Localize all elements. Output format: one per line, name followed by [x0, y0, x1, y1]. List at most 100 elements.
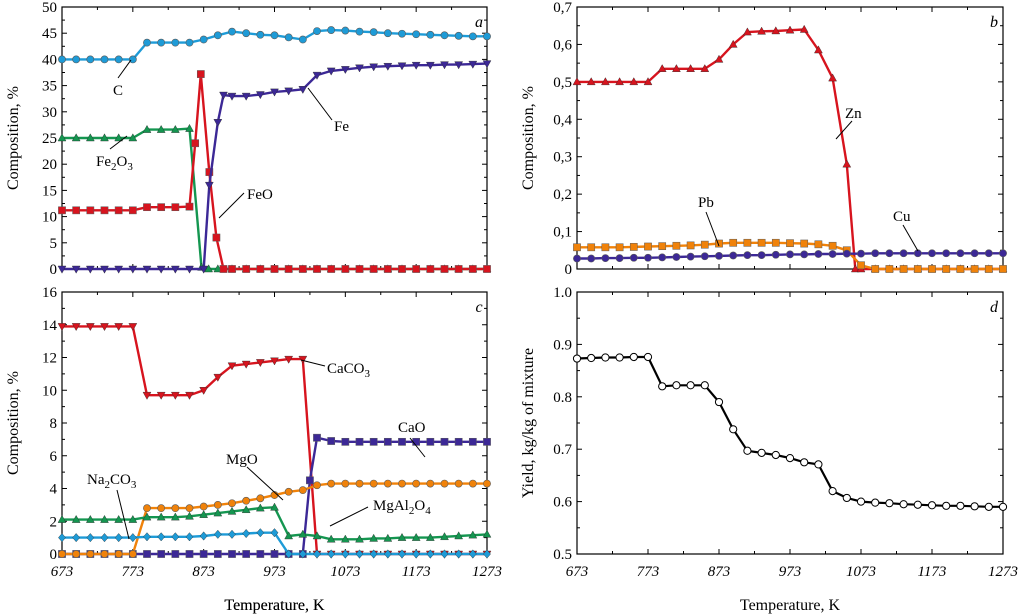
plot-frame — [576, 6, 1004, 270]
data-point-cu — [629, 253, 638, 262]
data-point-c — [242, 29, 251, 38]
data-point-yield — [785, 454, 795, 463]
data-point-mgo — [298, 486, 307, 495]
data-point-c — [398, 29, 406, 38]
x-tick-label: 1073 — [330, 564, 360, 580]
data-point-cu — [857, 249, 865, 258]
annotation-text-tail: O — [117, 154, 128, 170]
data-point-feo — [468, 265, 477, 273]
data-point-fe — [114, 265, 124, 274]
data-point-cu — [757, 251, 766, 260]
data-point-mgo — [58, 550, 66, 558]
data-point-fe — [411, 61, 421, 70]
data-point-fe — [71, 265, 81, 274]
y-tick-label: 50 — [42, 0, 57, 16]
data-point-yield — [828, 487, 837, 496]
data-point-zn — [643, 77, 653, 86]
data-point-mgal2o4 — [468, 530, 478, 539]
data-point-pb — [871, 265, 880, 273]
data-point-caco3 — [185, 391, 194, 400]
annotation-text-tail: CO — [110, 472, 131, 488]
data-point-feo — [426, 265, 435, 273]
data-point-zn — [842, 159, 852, 168]
data-point-zn — [785, 25, 795, 34]
x-axis-label: Temperature, K — [224, 597, 325, 614]
data-point-mgal2o4 — [383, 533, 393, 542]
series-yield — [572, 352, 1008, 511]
data-point-na2co3 — [185, 532, 194, 542]
series-na2co3 — [58, 528, 491, 559]
data-point-cao — [383, 437, 392, 446]
data-point-c — [256, 30, 265, 39]
y-tick-label: 0,7 — [553, 0, 572, 16]
data-point-mgo — [242, 496, 251, 505]
data-point-mgo — [440, 479, 449, 488]
data-point-caco3 — [57, 323, 67, 331]
data-point-cao — [185, 550, 194, 558]
data-point-c — [185, 38, 194, 47]
data-point-mgo — [199, 502, 208, 511]
data-point-fe — [219, 91, 228, 100]
data-point-caco3 — [298, 355, 308, 364]
y-tick-label: 0,1 — [553, 225, 572, 241]
y-tick-label: 40 — [42, 52, 57, 68]
series-pb — [573, 238, 1007, 273]
data-point-pb — [828, 241, 837, 250]
data-point-na2co3 — [369, 549, 378, 559]
data-point-fe2o3 — [114, 133, 124, 142]
data-point-fe — [85, 265, 95, 274]
annotation-zn: Zn — [845, 106, 862, 122]
data-point-zn — [572, 77, 582, 86]
data-point-mgal2o4 — [71, 515, 81, 523]
data-point-na2co3 — [256, 528, 265, 538]
x-tick-label: 973 — [263, 564, 286, 580]
data-point-cu — [942, 249, 951, 258]
data-point-zn — [657, 64, 667, 72]
plot-frame — [576, 291, 1004, 555]
data-point-yield — [899, 500, 908, 509]
data-point-cu — [743, 251, 752, 260]
data-point-na2co3 — [199, 531, 208, 541]
annotation-pointer — [307, 87, 333, 121]
data-point-pb — [615, 243, 624, 252]
y-tick-label: 5 — [50, 236, 58, 252]
data-point-c — [298, 35, 307, 44]
data-point-pb — [672, 241, 681, 250]
data-point-c — [440, 31, 449, 40]
data-point-cu — [956, 249, 965, 258]
data-point-feo — [72, 206, 81, 215]
annotation-subscript: 2 — [409, 505, 415, 517]
data-point-pb — [999, 265, 1007, 273]
y-axis-label: Composition, % — [5, 86, 22, 190]
data-point-caco3 — [170, 391, 180, 400]
annotation-pointer — [329, 506, 369, 527]
data-point-cu — [672, 253, 681, 261]
data-point-feo — [228, 265, 236, 273]
data-point-na2co3 — [412, 549, 421, 559]
data-point-mgo — [483, 479, 491, 488]
data-point-fe — [270, 88, 279, 97]
data-point-yield — [927, 501, 937, 510]
data-point-mgal2o4 — [326, 534, 336, 543]
data-point-pb — [857, 261, 865, 270]
data-point-c — [383, 29, 392, 38]
panel-letter: a — [475, 14, 483, 31]
data-point-feo — [412, 265, 421, 273]
data-point-na2co3 — [440, 549, 449, 559]
y-tick-label: 4 — [50, 482, 58, 498]
series-c — [58, 26, 491, 64]
data-point-fe — [241, 92, 251, 101]
panel-letter: d — [990, 299, 999, 316]
data-point-mgo — [256, 494, 265, 503]
data-point-zn — [672, 64, 681, 72]
y-tick-label: 0 — [565, 262, 573, 278]
y-tick-label: 0,4 — [553, 112, 572, 128]
data-point-yield — [729, 425, 738, 434]
data-point-cu — [700, 252, 709, 261]
annotation-pointer — [117, 59, 132, 79]
data-point-zn — [700, 64, 710, 72]
data-point-yield — [714, 397, 724, 407]
data-point-c — [341, 26, 350, 35]
x-tick-label: 1073 — [846, 564, 876, 580]
data-point-feo — [212, 233, 221, 242]
